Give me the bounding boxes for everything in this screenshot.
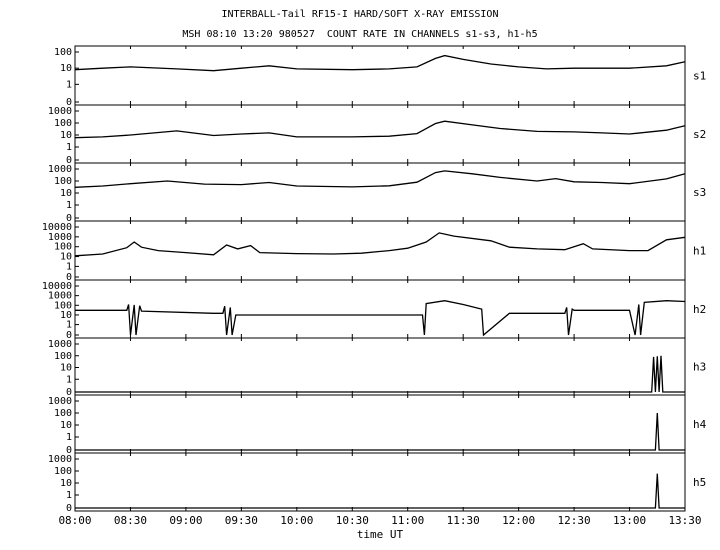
y-tick-label: 1000	[48, 106, 72, 117]
x-tick-label: 13:00	[613, 514, 646, 527]
x-tick-label: 08:30	[114, 514, 147, 527]
y-tick-label: 10	[60, 310, 72, 321]
series-line-h3	[75, 355, 685, 393]
channel-label-h3: h3	[693, 361, 706, 374]
y-tick-label: 1	[66, 374, 72, 385]
series-line-h4	[75, 412, 685, 451]
y-tick-label: 1	[66, 490, 72, 501]
y-tick-label: 10	[60, 363, 72, 374]
y-tick-label: 100	[54, 242, 72, 253]
y-tick-label: 0	[66, 155, 72, 166]
series-line-s2	[74, 120, 686, 139]
y-tick-label: 0	[66, 213, 72, 224]
y-tick-label: 0	[66, 387, 72, 398]
y-tick-label: 0	[66, 503, 72, 514]
y-tick-label: 1000	[48, 232, 72, 243]
y-tick-label: 1000	[48, 396, 72, 407]
x-tick-label: 09:30	[225, 514, 258, 527]
channel-label-h4: h4	[693, 418, 707, 431]
panel-frame-h1	[74, 220, 686, 281]
channel-label-s2: s2	[693, 128, 706, 141]
chart-title: INTERBALL-Tail RF15-I HARD/SOFT X-RAY EM…	[221, 9, 499, 20]
y-tick-label: 1000	[48, 454, 72, 465]
channel-label-s1: s1	[693, 70, 706, 83]
series-line-s3	[74, 170, 686, 188]
series-line-h2	[75, 300, 686, 337]
series-line-h1	[74, 232, 686, 257]
y-tick-label: 1	[66, 432, 72, 443]
x-tick-label: 08:00	[58, 514, 91, 527]
x-tick-label: 10:00	[280, 514, 313, 527]
y-tick-label: 1	[66, 200, 72, 211]
panel-frame-s3	[74, 162, 686, 222]
y-tick-label: 10000	[42, 222, 72, 233]
y-tick-label: 100	[54, 408, 72, 419]
panel-frame-h4	[74, 394, 686, 454]
y-tick-label: 1000	[48, 164, 72, 175]
panel-frame-h5	[74, 452, 686, 512]
y-tick-label: 1	[66, 261, 72, 272]
y-tick-label: 10	[60, 63, 72, 74]
panel-frame-h3	[74, 337, 686, 396]
y-tick-label: 10	[60, 252, 72, 263]
y-tick-label: 100	[54, 47, 72, 58]
y-tick-label: 10	[60, 188, 72, 199]
x-tick-label: 09:00	[169, 514, 202, 527]
x-tick-label: 11:00	[391, 514, 424, 527]
y-tick-label: 1000	[48, 339, 72, 350]
x-axis-label: time UT	[357, 528, 404, 541]
panel-frame-h2	[74, 279, 686, 339]
y-tick-label: 10	[60, 420, 72, 431]
x-tick-label: 11:30	[447, 514, 480, 527]
channel-label-s3: s3	[693, 186, 706, 199]
y-tick-label: 0	[66, 97, 72, 108]
y-tick-label: 100	[54, 351, 72, 362]
x-tick-label: 13:30	[668, 514, 701, 527]
y-tick-label: 100	[54, 300, 72, 311]
x-tick-label: 10:30	[336, 514, 369, 527]
y-tick-label: 0	[66, 330, 72, 341]
y-tick-label: 10	[60, 130, 72, 141]
channel-label-h2: h2	[693, 303, 706, 316]
y-tick-label: 1	[66, 142, 72, 153]
x-tick-label: 12:30	[558, 514, 591, 527]
panel-frame-s1	[74, 45, 686, 106]
channel-label-h1: h1	[693, 245, 706, 258]
chart-subtitle: MSH 08:10 13:20 980527 COUNT RATE IN CHA…	[182, 29, 538, 40]
y-tick-label: 100	[54, 466, 72, 477]
x-tick-label: 12:00	[502, 514, 535, 527]
y-tick-label: 1	[66, 320, 72, 331]
y-tick-label: 0	[66, 445, 72, 456]
y-tick-label: 10000	[42, 281, 72, 292]
y-tick-label: 100	[54, 176, 72, 187]
panel-frame-s2	[74, 104, 686, 164]
channel-label-h5: h5	[693, 476, 706, 489]
y-tick-label: 1000	[48, 291, 72, 302]
y-tick-label: 100	[54, 118, 72, 129]
y-tick-label: 10	[60, 478, 72, 489]
series-line-s1	[74, 54, 686, 72]
y-tick-label: 0	[66, 272, 72, 283]
series-line-h5	[75, 473, 685, 509]
y-tick-label: 1	[66, 79, 72, 90]
